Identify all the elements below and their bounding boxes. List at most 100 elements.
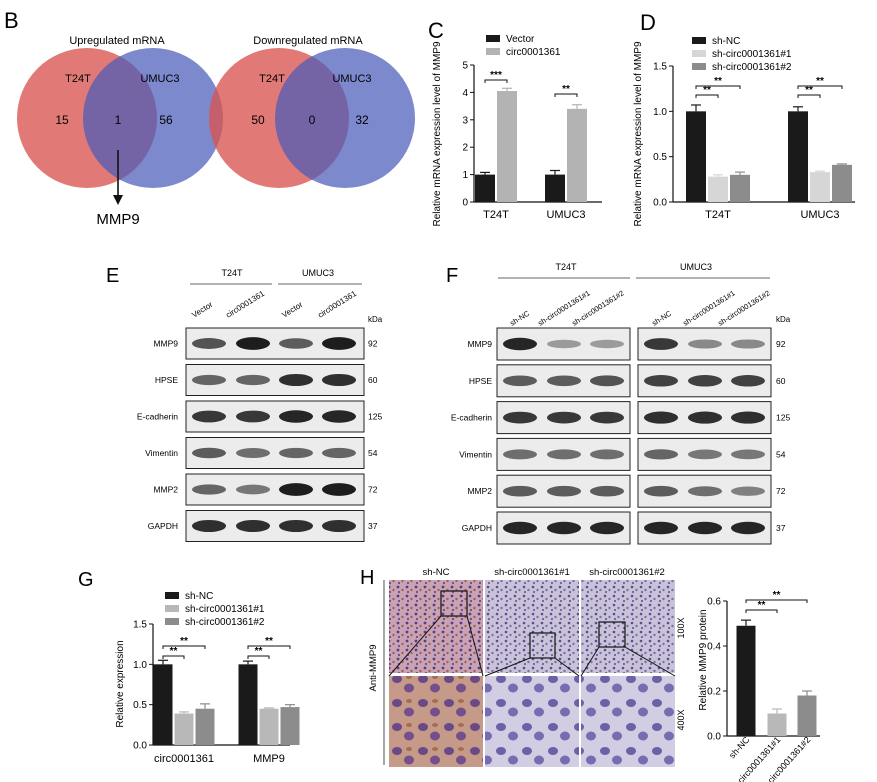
- bar-chart-c: 0 1 2 3 4 5 Relative mRNA expression level of …: [432, 34, 602, 227]
- significance-bracket: [797, 94, 821, 98]
- blot-e-row-kda: 54: [368, 448, 378, 458]
- y-tick-label: 2: [462, 143, 468, 154]
- ihc-zoom-line-2b: [554, 657, 580, 677]
- blot-e-band: [322, 447, 356, 459]
- blot-f-band: [644, 375, 678, 387]
- panel-letter-c: C: [428, 18, 444, 43]
- venn-upregulated: Upregulated mRNA T24T UMUC3 15 1 56 MMP9: [17, 35, 223, 228]
- legend-label: Vector: [506, 34, 535, 45]
- y-tick-label: 4: [462, 88, 468, 99]
- y-tick-label: 0.0: [653, 198, 667, 209]
- blot-f-band: [503, 375, 537, 387]
- y-tick-label: 1.5: [653, 62, 667, 73]
- blot-f-row-kda: 125: [776, 413, 790, 423]
- blot-f-band: [644, 411, 678, 424]
- bar: [708, 176, 728, 202]
- ihc-mag-400x: 400X: [676, 709, 686, 730]
- significance-bracket: [484, 79, 508, 83]
- blot-e-band: [192, 338, 226, 349]
- blot-f-band: [644, 338, 678, 350]
- venn-up-right-circle: [83, 48, 223, 188]
- blot-f-group-1: T24T: [555, 262, 577, 272]
- blot-f-band: [688, 375, 722, 387]
- blot-e-group-1: T24T: [221, 268, 243, 278]
- venn-down-right-label: UMUC3: [332, 73, 371, 85]
- blot-f-band: [503, 337, 537, 351]
- blot-f-band: [503, 485, 537, 497]
- blot-e-row-label: MMP9: [153, 339, 178, 349]
- legend-label: sh-circ0001361#1: [712, 49, 792, 60]
- blot-f-lane-label: sh-NC: [650, 308, 673, 327]
- blot-f-row-label: E-cadherin: [451, 413, 492, 423]
- blot-e-band: [192, 484, 226, 495]
- legend-swatch: [165, 618, 179, 625]
- blot-e-rows: kDa MMP9 92 HPSE 60 E-cadherin 125 Vimentin 54 MM…: [137, 315, 383, 542]
- blot-e-band: [192, 410, 226, 423]
- blot-f-band: [731, 411, 765, 424]
- blot-f-lane-labels: sh-NC sh-circ0001361#1sh-circ0001361#2 sh-…: [508, 288, 771, 327]
- significance-label: **: [805, 85, 813, 96]
- y-tick-label: 5: [462, 61, 468, 72]
- blot-e-row-label: Vimentin: [145, 448, 178, 458]
- y-tick-label: 1: [462, 170, 468, 181]
- ihc-zoom-box-1: [440, 590, 468, 617]
- panel-letter-f: F: [446, 265, 458, 287]
- legend-label: sh-NC: [185, 591, 213, 602]
- ihc-zoom-line-3b: [624, 646, 676, 677]
- legend-swatch: [486, 48, 500, 55]
- blot-f-band: [688, 449, 722, 460]
- venn-up-arrow-label: MMP9: [96, 211, 139, 228]
- y-tick-label: 0.0: [133, 741, 147, 752]
- significance-bracket: [695, 94, 719, 98]
- blot-f-row-kda: 72: [776, 486, 786, 496]
- blot-e-band: [236, 410, 270, 423]
- x-category-label: UMUC3: [546, 209, 585, 221]
- blot-f-band: [688, 486, 722, 497]
- blot-e-band: [279, 338, 313, 349]
- bar: [567, 108, 587, 202]
- blot-e-band: [279, 483, 313, 496]
- venn-up-left-count: 15: [55, 113, 69, 127]
- y-tick-label: 1.0: [653, 107, 667, 118]
- blot-e-lane-label: Vector: [190, 300, 214, 320]
- blot-f-band: [731, 449, 765, 460]
- venn-up-left-label: T24T: [65, 73, 91, 85]
- bar: [238, 664, 258, 745]
- panel-b: B Upregulated mRNA T24T UMUC3 15 1 56 MM…: [4, 8, 415, 228]
- bar: [174, 713, 194, 745]
- bar: [280, 707, 300, 745]
- y-tick-label: 0.0: [707, 732, 721, 743]
- blot-f-row-kda: 37: [776, 523, 786, 533]
- significance-bracket: [745, 609, 778, 613]
- blot-e-band: [322, 373, 356, 387]
- blot-e-row-kda: 37: [368, 521, 378, 531]
- significance-label: **: [255, 646, 263, 657]
- bar: [797, 695, 817, 736]
- blot-e-band: [236, 337, 270, 350]
- significance-bracket: [745, 599, 808, 603]
- venn-up-overlap-count: 1: [115, 113, 122, 127]
- blot-f-row-kda: 60: [776, 376, 786, 386]
- ihc-400x-sh-nc: [389, 676, 483, 767]
- x-category-label: UMUC3: [800, 209, 839, 221]
- significance-bracket: [554, 93, 578, 97]
- significance-label: **: [773, 590, 781, 601]
- legend-label: sh-circ0001361#2: [712, 62, 792, 73]
- ihc-mag-100x: 100X: [676, 617, 686, 638]
- panel-letter-h: H: [360, 567, 374, 589]
- venn-down-right-circle: [275, 48, 415, 188]
- x-category-label: circ0001361: [154, 753, 214, 765]
- significance-bracket: [162, 645, 206, 649]
- ihc-title-1: sh-NC: [423, 567, 450, 578]
- blot-f-row-label: GAPDH: [462, 523, 492, 533]
- blot-e-band: [236, 519, 270, 533]
- legend-label: sh-NC: [712, 36, 740, 47]
- blot-e-band: [192, 374, 226, 386]
- significance-bracket: [695, 85, 741, 89]
- legend-swatch: [692, 63, 706, 70]
- blot-f-band: [644, 449, 678, 460]
- venn-up-arrow-head: [113, 195, 123, 205]
- y-tick-label: 1.0: [133, 660, 147, 671]
- legend-label: circ0001361: [506, 47, 561, 58]
